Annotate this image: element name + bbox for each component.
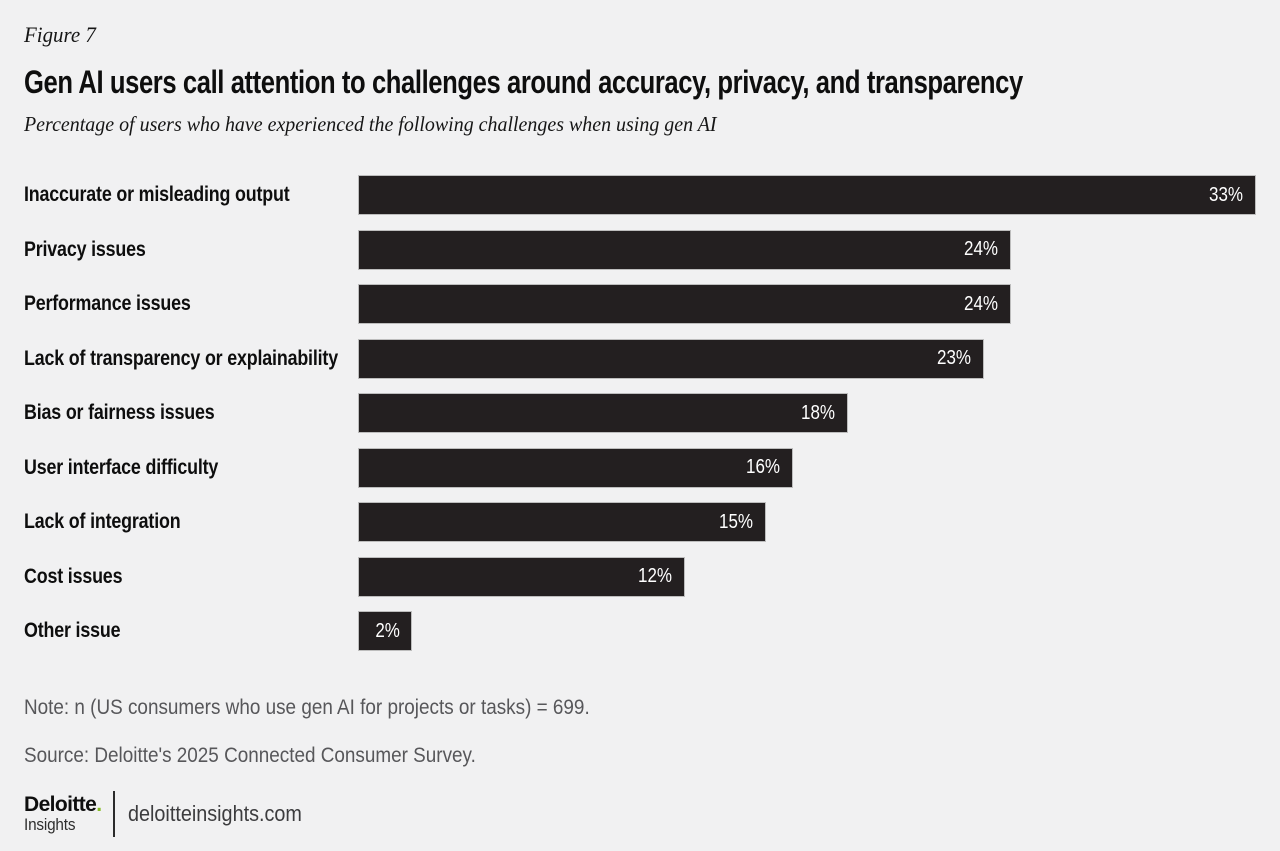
source-text-inner: Source: Deloitte's 2025 Connected Consum… — [24, 744, 476, 767]
category-label: Cost issues — [24, 565, 358, 589]
value-label-text: 23% — [936, 347, 971, 369]
chart-row: Lack of integration 15% — [24, 502, 1256, 542]
bar: 24% — [358, 229, 1012, 270]
value-label-text: 18% — [800, 401, 835, 424]
value-label-text: 16% — [746, 456, 781, 478]
bar-area: 18% — [358, 393, 1256, 433]
site-link[interactable]: deloitteinsights.com — [128, 801, 321, 827]
bar-area: 33% — [358, 175, 1256, 215]
category-label: Inaccurate or misleading output — [24, 183, 358, 207]
bar-area: 23% — [358, 338, 1256, 379]
bar-area: 16% — [358, 447, 1256, 488]
bar-area: 2% — [358, 611, 1256, 651]
deloitte-wordmark: Deloitte. — [24, 794, 111, 815]
value-label-text: 2% — [374, 619, 400, 642]
brand-block: Deloitte. Insights — [24, 794, 111, 835]
page-title: Gen AI users call attention to challenge… — [24, 64, 1273, 101]
value-label: 24% — [958, 238, 998, 261]
brand-green-dot: . — [96, 792, 102, 816]
page-subtitle-text: Percentage of users who have experienced… — [24, 112, 717, 136]
figure-label-text: Figure 7 — [24, 22, 96, 47]
value-label-text: 33% — [1208, 183, 1243, 206]
category-label-text: Privacy issues — [24, 237, 146, 261]
figure-label: Figure 7 — [24, 22, 100, 48]
category-label-text: Lack of integration — [24, 510, 181, 533]
value-label: 2% — [371, 620, 400, 643]
page-subtitle: Percentage of users who have experienced… — [24, 112, 753, 137]
bar-area: 12% — [358, 556, 1256, 597]
bar-area: 15% — [358, 502, 1256, 542]
category-label: Performance issues — [24, 292, 358, 316]
bar: 12% — [358, 556, 685, 597]
category-label: Lack of integration — [24, 510, 358, 534]
page-title-text: Gen AI users call attention to challenge… — [24, 64, 1023, 100]
chart-row: Privacy issues 24% — [24, 229, 1256, 270]
category-label: Other issue — [24, 619, 358, 643]
note-text-inner: Note: n (US consumers who use gen AI for… — [24, 696, 590, 719]
value-label-text: 24% — [964, 238, 999, 260]
value-label: 33% — [1203, 184, 1243, 207]
bar: 33% — [358, 175, 1256, 215]
category-label: Bias or fairness issues — [24, 401, 358, 425]
site-link-text: deloitteinsights.com — [128, 801, 302, 826]
chart-row: Bias or fairness issues 18% — [24, 393, 1256, 433]
bar: 24% — [358, 284, 1012, 324]
value-label: 23% — [931, 347, 971, 370]
brand-insights-text: Insights — [24, 814, 76, 834]
category-label-text: User interface difficulty — [24, 455, 219, 479]
brand-insights-label: Insights — [24, 815, 111, 835]
source-text: Source: Deloitte's 2025 Connected Consum… — [24, 744, 526, 768]
value-label: 18% — [795, 402, 835, 425]
chart-row: Performance issues 24% — [24, 284, 1256, 324]
logo-divider — [113, 791, 115, 837]
bar: 16% — [358, 447, 794, 488]
category-label-text: Lack of transparency or explainability — [24, 346, 338, 370]
category-label: Privacy issues — [24, 238, 358, 262]
value-label: 15% — [713, 511, 753, 534]
brand-name-text: Deloitte — [24, 792, 97, 816]
value-label: 16% — [740, 456, 780, 479]
bar-area: 24% — [358, 284, 1256, 324]
category-label-text: Bias or fairness issues — [24, 401, 215, 424]
category-label-text: Other issue — [24, 619, 121, 642]
category-label-text: Inaccurate or misleading output — [24, 183, 290, 206]
bar-area: 24% — [358, 229, 1256, 270]
bar-chart: Inaccurate or misleading output 33% Priv… — [24, 175, 1256, 651]
bar: 23% — [358, 338, 984, 379]
value-label-text: 24% — [964, 292, 999, 315]
category-label: User interface difficulty — [24, 456, 358, 480]
bar: 2% — [358, 611, 413, 651]
value-label: 24% — [958, 293, 998, 316]
category-label-text: Performance issues — [24, 292, 191, 315]
note-text: Note: n (US consumers who use gen AI for… — [24, 696, 653, 720]
chart-row: Cost issues 12% — [24, 556, 1256, 597]
brand-logo: Deloitte. Insights deloitteinsights.com — [24, 791, 321, 837]
chart-row: User interface difficulty 16% — [24, 447, 1256, 488]
category-label-text: Cost issues — [24, 564, 123, 588]
chart-row: Lack of transparency or explainability 2… — [24, 338, 1256, 379]
value-label: 12% — [632, 565, 672, 588]
category-label: Lack of transparency or explainability — [24, 347, 358, 371]
value-label-text: 15% — [719, 510, 754, 533]
value-label-text: 12% — [637, 565, 672, 587]
chart-row: Other issue 2% — [24, 611, 1256, 651]
chart-row: Inaccurate or misleading output 33% — [24, 175, 1256, 215]
bar: 15% — [358, 502, 767, 542]
bar: 18% — [358, 393, 848, 433]
